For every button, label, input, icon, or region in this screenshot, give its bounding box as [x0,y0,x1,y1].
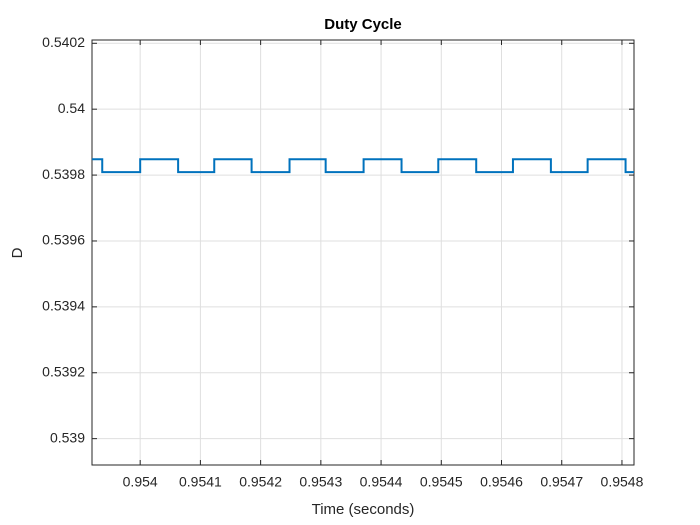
y-tick-label: 0.54 [58,100,85,116]
y-tick-label: 0.539 [50,429,85,445]
x-tick-label: 0.9548 [601,474,644,490]
chart-title: Duty Cycle [324,16,402,33]
y-tick-label: 0.5394 [42,298,85,314]
data-line [92,158,634,174]
x-tick-label: 0.9547 [540,474,583,490]
x-tick-label: 0.9543 [299,474,342,490]
x-tick-label: 0.9541 [179,474,222,490]
axes-box [91,39,635,466]
x-tick-label: 0.9544 [360,474,403,490]
x-tick-label: 0.954 [123,474,158,490]
x-tick-label: 0.9546 [480,474,523,490]
x-tick-label: 0.9542 [239,474,282,490]
x-axis-label: Time (seconds) [312,501,415,518]
y-axis-label: D [9,247,26,258]
y-tick-label: 0.5392 [42,363,85,379]
y-tick-label: 0.5396 [42,232,85,248]
y-tick-label: 0.5398 [42,166,85,182]
x-tick-label: 0.9545 [420,474,463,490]
y-tick-label: 0.5402 [42,34,85,50]
